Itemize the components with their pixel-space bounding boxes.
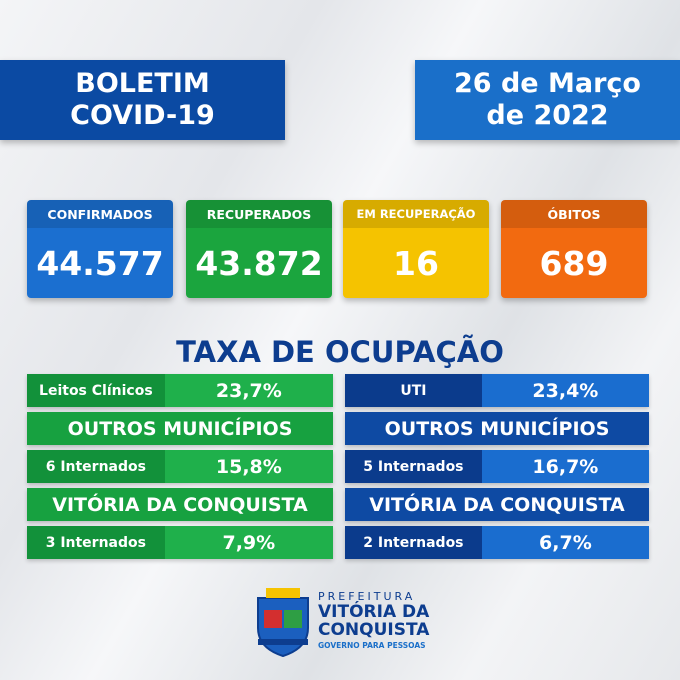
row-label: UTI	[345, 374, 482, 407]
logo-city: VITÓRIA DA	[318, 602, 430, 622]
date-line: de 2022	[486, 100, 609, 131]
logo-slogan: GOVERNO PARA PESSOAS	[318, 641, 426, 650]
row-label: Leitos Clínicos	[27, 374, 165, 407]
row-label: 6 Internados	[27, 450, 165, 483]
stat-label: EM RECUPERAÇÃO	[343, 200, 489, 228]
stat-card: CONFIRMADOS 44.577	[27, 200, 173, 298]
stat-value: 16	[393, 243, 439, 283]
row-value: 15,8%	[164, 450, 333, 483]
stat-label: CONFIRMADOS	[27, 200, 173, 228]
stat-card: EM RECUPERAÇÃO 16	[343, 200, 489, 298]
row-value: 16,7%	[481, 450, 649, 483]
row-label: 3 Internados	[27, 526, 165, 559]
section-heading: OUTROS MUNICÍPIOS	[27, 412, 333, 445]
stat-value: 689	[539, 243, 609, 283]
date-line: 26 de Março	[454, 68, 641, 99]
logo-text: PREFEITURA VITÓRIA DA CONQUISTA GOVERNO …	[318, 590, 429, 650]
row-value: 23,7%	[164, 374, 333, 407]
title-line: COVID-19	[70, 100, 215, 131]
title-line: BOLETIM	[75, 68, 210, 99]
section-heading: OUTROS MUNICÍPIOS	[345, 412, 649, 445]
stat-label: ÓBITOS	[501, 200, 647, 228]
stat-value: 44.577	[36, 243, 164, 283]
row-value: 7,9%	[164, 526, 333, 559]
stat-value: 43.872	[195, 243, 323, 283]
title-box: BOLETIM COVID-19	[0, 60, 285, 140]
section-heading: VITÓRIA DA CONQUISTA	[27, 488, 333, 521]
row-label: 5 Internados	[345, 450, 482, 483]
stat-card: ÓBITOS 689	[501, 200, 647, 298]
stat-card: RECUPERADOS 43.872	[186, 200, 332, 298]
crest	[257, 588, 309, 658]
row-value: 23,4%	[481, 374, 649, 407]
row-value: 6,7%	[481, 526, 649, 559]
row-label: 2 Internados	[345, 526, 482, 559]
occupancy-title: TAXA DE OCUPAÇÃO	[176, 335, 504, 369]
date-box: 26 de Março de 2022	[415, 60, 680, 140]
logo-prefeitura: PREFEITURA	[318, 590, 416, 603]
section-heading: VITÓRIA DA CONQUISTA	[345, 488, 649, 521]
occupancy-column: Leitos Clínicos 23,7% OUTROS MUNICÍPIOS 6…	[27, 374, 333, 564]
logo-city: CONQUISTA	[318, 620, 430, 640]
occupancy-column: UTI 23,4% OUTROS MUNICÍPIOS 5 Internados 1…	[345, 374, 649, 564]
stat-label: RECUPERADOS	[186, 200, 332, 228]
